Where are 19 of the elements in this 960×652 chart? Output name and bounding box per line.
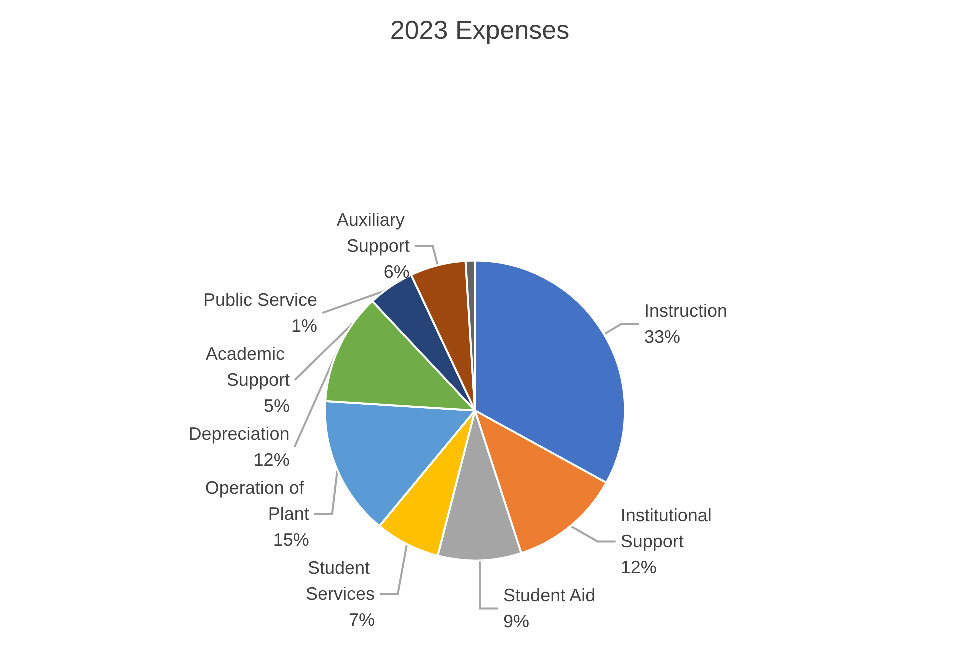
chart-title: 2023 Expenses xyxy=(390,15,570,45)
slice-label: Academic Support xyxy=(206,344,290,390)
slice-label: Instruction xyxy=(644,301,728,322)
data-label: 7% xyxy=(349,610,376,630)
data-label: 33% xyxy=(644,327,681,348)
data-label: 15% xyxy=(273,530,310,550)
data-label: 1% xyxy=(291,316,318,336)
slice-label: Depreciation xyxy=(188,424,290,444)
data-label: 6% xyxy=(384,262,410,282)
slice-label: Student Services xyxy=(306,558,376,604)
data-label: 5% xyxy=(264,396,290,416)
slice-label: Operation of Plant xyxy=(205,478,310,524)
slice-label: Public Service xyxy=(203,290,318,310)
slice-label: Student Aid xyxy=(504,586,596,606)
data-label: 12% xyxy=(620,558,657,578)
data-label: 12% xyxy=(254,450,290,470)
slice-label: Auxiliary Support xyxy=(336,210,410,256)
slice-label: Institutional Support xyxy=(620,506,717,552)
data-label: 9% xyxy=(504,612,530,632)
